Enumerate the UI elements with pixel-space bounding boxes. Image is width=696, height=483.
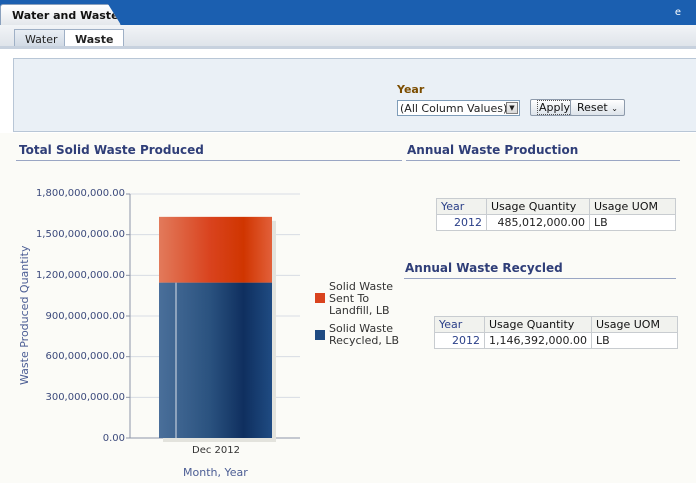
page-tab-water-and-waste[interactable]: Water and Waste — [0, 4, 121, 25]
x-axis-title: Month, Year — [183, 466, 248, 479]
reset-button-label: Reset — [577, 101, 608, 114]
apply-button[interactable]: Apply — [530, 99, 580, 116]
year-cell[interactable]: 2012 — [434, 332, 485, 349]
year-select[interactable]: (All Column Values) ▼ — [397, 100, 520, 116]
page-tab-strip: Water and Waste e — [0, 0, 696, 25]
table-header-row: Year Usage Quantity Usage UOM — [434, 316, 678, 333]
dropdown-arrow-icon[interactable]: ▼ — [506, 102, 518, 114]
legend-recycled: Solid Waste Recycled, LB — [329, 323, 399, 347]
usage-quantity-cell: 1,146,392,000.00 — [484, 332, 592, 349]
page-tab-label: Water and Waste — [12, 9, 119, 22]
annual-recycled-table: Year Usage Quantity Usage UOM 2012 1,146… — [434, 316, 678, 349]
usage-uom-cell: LB — [589, 214, 676, 231]
column-header-year[interactable]: Year — [436, 198, 487, 215]
legend-swatch-landfill — [315, 293, 325, 303]
sub-tab-bar: Water Waste — [0, 25, 696, 49]
x-tick-label: Dec 2012 — [192, 445, 240, 456]
column-header-usage-uom: Usage UOM — [589, 198, 676, 215]
dashboard-content — [0, 133, 696, 483]
usage-quantity-cell: 485,012,000.00 — [486, 214, 590, 231]
legend-swatch-recycled — [315, 330, 325, 340]
year-cell[interactable]: 2012 — [436, 214, 487, 231]
annual-recycled-rule — [404, 278, 676, 279]
year-prompt-label: Year — [397, 83, 425, 96]
y-tick-label: 900,000,000.00 — [45, 311, 125, 322]
y-tick-label: 300,000,000.00 — [45, 392, 125, 403]
legend-text: Solid Waste — [329, 280, 394, 293]
legend-landfill: Solid Waste Sent To Landfill, LB — [329, 281, 393, 317]
apply-button-label: Apply — [537, 100, 573, 115]
legend-text: Sent To — [329, 292, 370, 305]
chart-title-rule — [16, 160, 402, 161]
column-header-usage-quantity: Usage Quantity — [486, 198, 590, 215]
y-tick-label: 0.00 — [102, 433, 125, 444]
year-select-value: (All Column Values) — [400, 102, 508, 115]
tab-underline — [0, 46, 696, 49]
table-row: 2012 1,146,392,000.00 LB — [434, 332, 678, 349]
table-row: 2012 485,012,000.00 LB — [436, 214, 676, 231]
page-options-icon[interactable]: e — [674, 7, 682, 18]
column-header-usage-quantity: Usage Quantity — [484, 316, 592, 333]
annual-recycled-title: Annual Waste Recycled — [405, 261, 563, 275]
chart-title: Total Solid Waste Produced — [19, 143, 204, 157]
y-tick-label: 1,800,000,000.00 — [35, 188, 125, 199]
column-header-usage-uom: Usage UOM — [590, 316, 678, 333]
y-tick-label: 1,200,000,000.00 — [35, 270, 125, 281]
reset-button[interactable]: Reset ⌄ — [570, 99, 625, 116]
legend-text: Solid Waste — [329, 322, 394, 335]
annual-production-table: Year Usage Quantity Usage UOM 2012 485,0… — [436, 198, 676, 231]
column-header-year[interactable]: Year — [434, 316, 485, 333]
legend-text: Landfill, LB — [329, 304, 390, 317]
table-header-row: Year Usage Quantity Usage UOM — [436, 198, 676, 215]
tab-waste-label: Waste — [75, 33, 114, 46]
y-tick-label: 1,500,000,000.00 — [35, 229, 125, 240]
annual-production-title: Annual Waste Production — [407, 143, 579, 157]
y-tick-label: 600,000,000.00 — [45, 351, 125, 362]
tab-waste[interactable]: Waste — [64, 29, 125, 49]
annual-production-rule — [406, 160, 680, 161]
chevron-down-icon: ⌄ — [611, 104, 618, 113]
usage-uom-cell: LB — [590, 332, 678, 349]
tab-water-label: Water — [25, 33, 58, 46]
legend-text: Recycled, LB — [329, 334, 399, 347]
prompt-panel: Year (All Column Values) ▼ Apply Reset ⌄ — [13, 58, 696, 132]
